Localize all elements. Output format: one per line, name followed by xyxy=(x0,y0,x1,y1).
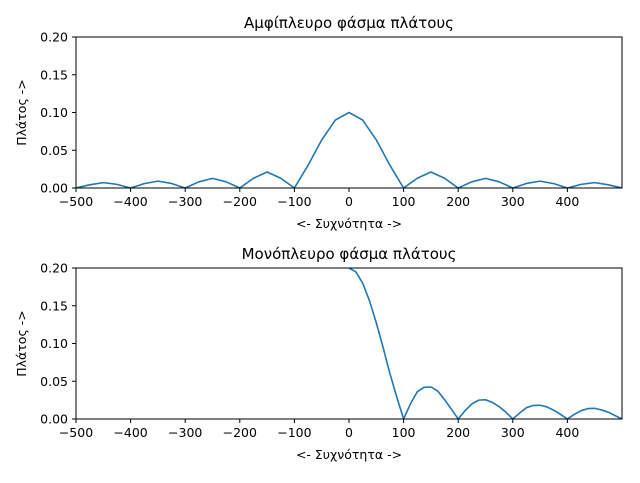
chart-one-sided-spectrum: −500 −400 −300 −200 −100 0 100 200 300 400 0.00 0.0… xyxy=(14,245,623,462)
x-tick-label: −200 xyxy=(223,425,257,440)
y-tick-label: 0.15 xyxy=(40,298,68,313)
y-tick-label: 0.00 xyxy=(40,412,68,427)
y-tick-label: 0.05 xyxy=(40,374,68,389)
y-tick-label: 0.10 xyxy=(40,105,68,120)
x-axis-label: <- Συχνότητα -> xyxy=(296,216,402,231)
y-tick-label: 0.20 xyxy=(40,30,68,45)
x-tick-label: −200 xyxy=(223,194,257,209)
y-tick-label: 0.10 xyxy=(40,336,68,351)
x-tick-label: −300 xyxy=(168,425,202,440)
x-tick-label: 300 xyxy=(501,194,525,209)
y-tick-label: 0.20 xyxy=(40,261,68,276)
x-tick-label: 400 xyxy=(555,194,579,209)
x-tick-label: 100 xyxy=(392,194,416,209)
x-tick-label: −500 xyxy=(59,194,93,209)
x-tick-label: 200 xyxy=(446,425,470,440)
x-tick-label: −300 xyxy=(168,194,202,209)
series-line-0 xyxy=(76,111,622,188)
x-tick-label: −400 xyxy=(113,425,147,440)
x-axis-label: <- Συχνότητα -> xyxy=(296,447,402,462)
plot-frame xyxy=(75,267,623,420)
x-tick-label: −100 xyxy=(277,194,311,209)
chart-two-sided-spectrum: −500 −400 −300 −200 −100 0 100 200 300 400 0.00 0.0… xyxy=(14,14,623,231)
y-tick-label: 0.15 xyxy=(40,67,68,82)
x-tick-label: 200 xyxy=(446,194,470,209)
chart-title: Μονόπλευρο φάσμα πλάτους xyxy=(242,245,457,263)
x-tick-label: 100 xyxy=(392,425,416,440)
x-tick-label: −500 xyxy=(59,425,93,440)
x-tick-label: 300 xyxy=(501,425,525,440)
series-line-0 xyxy=(348,268,622,419)
x-tick-label: 0 xyxy=(345,194,353,209)
x-tick-label: −100 xyxy=(277,425,311,440)
x-tick-label: −400 xyxy=(113,194,147,209)
x-tick-label: 0 xyxy=(345,425,353,440)
y-axis-label: Πλάτος -> xyxy=(14,79,29,146)
y-axis-label: Πλάτος -> xyxy=(14,310,29,377)
chart-title: Αμφίπλευρο φάσμα πλάτους xyxy=(244,14,454,32)
y-tick-label: 0.05 xyxy=(40,143,68,158)
x-tick-label: 400 xyxy=(555,425,579,440)
y-tick-label: 0.00 xyxy=(40,181,68,196)
